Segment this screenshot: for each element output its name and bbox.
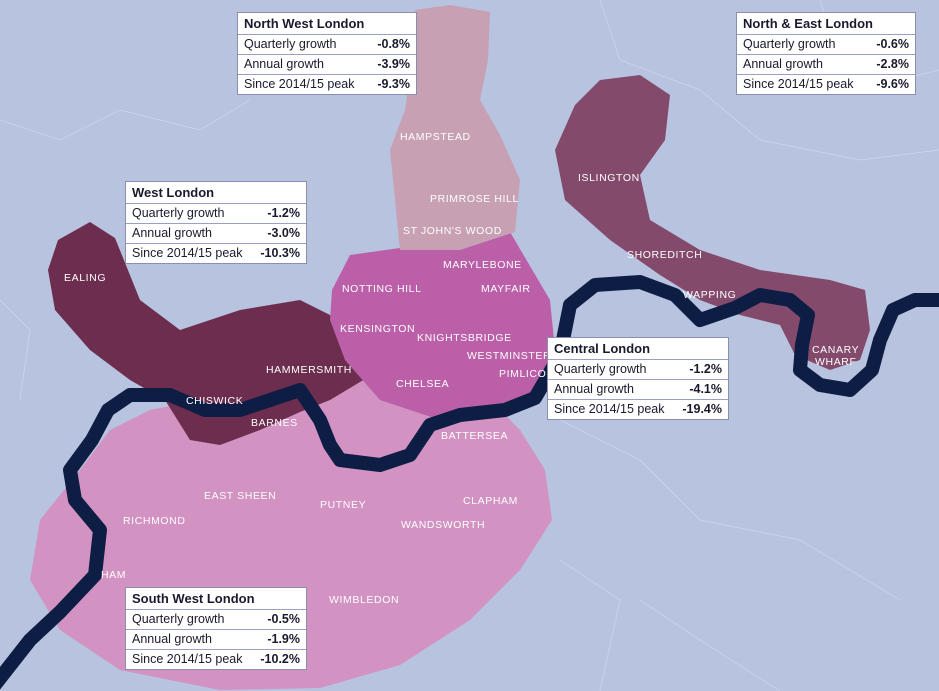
stat-label: Annual growth [244, 57, 324, 71]
stat-row-quarterly: Quarterly growth -0.6% [737, 35, 915, 55]
stat-row-since-peak: Since 2014/15 peak -10.2% [126, 650, 306, 669]
area-label-putney: PUTNEY [320, 499, 366, 511]
stat-row-annual: Annual growth -1.9% [126, 630, 306, 650]
stat-value: -4.1% [689, 382, 722, 396]
stat-label: Since 2014/15 peak [244, 77, 355, 91]
panel-title: Central London [548, 338, 728, 360]
area-label-westminster: WESTMINSTER [467, 350, 551, 362]
area-label-ealing: EALING [64, 272, 106, 284]
panel-west-london: West London Quarterly growth -1.2% Annual… [125, 181, 307, 264]
area-label-hampstead: HAMPSTEAD [400, 131, 471, 143]
stat-value: -1.2% [689, 362, 722, 376]
panel-title: West London [126, 182, 306, 204]
stat-value: -3.0% [267, 226, 300, 240]
area-labels: HAMPSTEAD PRIMROSE HILL ST JOHN'S WOOD I… [64, 131, 859, 606]
area-label-chiswick: CHISWICK [186, 395, 243, 407]
stat-row-quarterly: Quarterly growth -0.8% [238, 35, 416, 55]
panel-south-west-london: South West London Quarterly growth -0.5% … [125, 587, 307, 670]
panel-north-west-london: North West London Quarterly growth -0.8% … [237, 12, 417, 95]
stat-row-annual: Annual growth -3.9% [238, 55, 416, 75]
stat-value: -19.4% [682, 402, 722, 416]
area-label-knightsbridge: KNIGHTSBRIDGE [417, 332, 512, 344]
area-label-primrose-hill: PRIMROSE HILL [430, 193, 519, 205]
stat-row-quarterly: Quarterly growth -1.2% [548, 360, 728, 380]
stat-value: -1.2% [267, 206, 300, 220]
area-label-barnes: BARNES [251, 417, 298, 429]
area-label-notting-hill: NOTTING HILL [342, 283, 422, 295]
stat-value: -0.8% [377, 37, 410, 51]
region-north-west [390, 5, 520, 250]
stat-label: Quarterly growth [132, 612, 225, 626]
stat-row-since-peak: Since 2014/15 peak -19.4% [548, 400, 728, 419]
area-label-canary-wharf-line2: WHARF [815, 356, 857, 368]
area-label-islington: ISLINGTON [578, 172, 640, 184]
stat-value: -9.3% [377, 77, 410, 91]
area-label-chelsea: CHELSEA [396, 378, 449, 390]
panel-title: South West London [126, 588, 306, 610]
stat-label: Quarterly growth [554, 362, 647, 376]
area-label-canary-wharf-line1: CANARY [812, 344, 859, 356]
stat-label: Since 2014/15 peak [132, 652, 243, 666]
stat-label: Annual growth [554, 382, 634, 396]
area-label-clapham: CLAPHAM [463, 495, 518, 507]
panel-central-london: Central London Quarterly growth -1.2% Ann… [547, 337, 729, 420]
area-label-hammersmith: HAMMERSMITH [266, 364, 352, 376]
area-label-wimbledon: WIMBLEDON [329, 594, 399, 606]
stat-label: Annual growth [743, 57, 823, 71]
stat-value: -10.3% [260, 246, 300, 260]
area-label-mayfair: MAYFAIR [481, 283, 531, 295]
stat-value: -10.2% [260, 652, 300, 666]
panel-north-east-london: North & East London Quarterly growth -0.6… [736, 12, 916, 95]
area-label-st-johns-wood: ST JOHN'S WOOD [403, 225, 502, 237]
area-label-marylebone: MARYLEBONE [443, 259, 522, 271]
stat-label: Quarterly growth [244, 37, 337, 51]
panel-title: North West London [238, 13, 416, 35]
stat-row-annual: Annual growth -4.1% [548, 380, 728, 400]
river-thames [0, 275, 939, 690]
stat-value: -3.9% [377, 57, 410, 71]
area-label-richmond: RICHMOND [123, 515, 186, 527]
stat-label: Quarterly growth [743, 37, 836, 51]
area-label-battersea: BATTERSEA [441, 430, 508, 442]
area-label-ham: HAM [101, 569, 126, 581]
stat-value: -0.5% [267, 612, 300, 626]
stat-row-since-peak: Since 2014/15 peak -9.6% [737, 75, 915, 94]
area-label-pimlico: PIMLICO [499, 368, 546, 380]
region-central [330, 232, 555, 420]
panel-title: North & East London [737, 13, 915, 35]
stat-label: Since 2014/15 peak [554, 402, 665, 416]
area-label-kensington: KENSINGTON [340, 323, 415, 335]
stat-label: Since 2014/15 peak [132, 246, 243, 260]
stat-value: -0.6% [876, 37, 909, 51]
area-label-east-sheen: EAST SHEEN [204, 490, 276, 502]
stat-label: Annual growth [132, 226, 212, 240]
stat-value: -9.6% [876, 77, 909, 91]
stat-row-annual: Annual growth -3.0% [126, 224, 306, 244]
stat-row-annual: Annual growth -2.8% [737, 55, 915, 75]
stat-value: -1.9% [267, 632, 300, 646]
stat-value: -2.8% [876, 57, 909, 71]
area-label-wapping: WAPPING [683, 289, 736, 301]
area-label-shoreditch: SHOREDITCH [627, 249, 702, 261]
stat-label: Annual growth [132, 632, 212, 646]
stat-label: Quarterly growth [132, 206, 225, 220]
stat-row-since-peak: Since 2014/15 peak -9.3% [238, 75, 416, 94]
stat-row-quarterly: Quarterly growth -1.2% [126, 204, 306, 224]
stat-row-quarterly: Quarterly growth -0.5% [126, 610, 306, 630]
stat-label: Since 2014/15 peak [743, 77, 854, 91]
area-label-wandsworth: WANDSWORTH [401, 519, 485, 531]
stat-row-since-peak: Since 2014/15 peak -10.3% [126, 244, 306, 263]
